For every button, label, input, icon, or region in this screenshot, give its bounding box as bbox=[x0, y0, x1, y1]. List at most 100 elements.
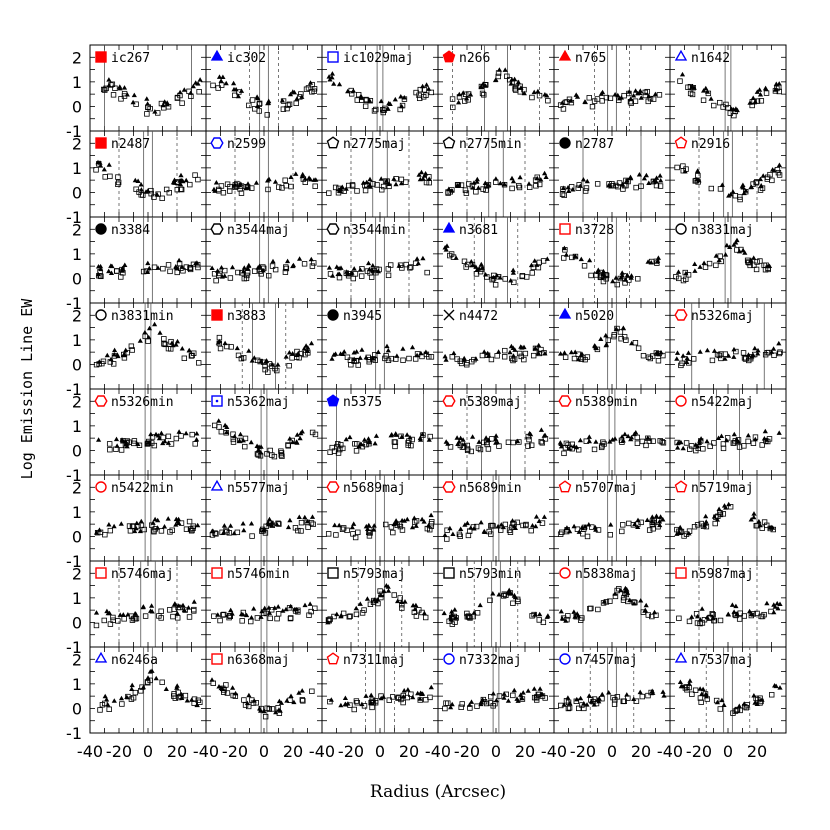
data-point-square bbox=[720, 445, 727, 452]
data-point-square bbox=[526, 436, 532, 443]
data-point-triangle bbox=[496, 592, 502, 597]
data-point-triangle bbox=[366, 439, 372, 445]
panel-n5689min: n5689min bbox=[437, 474, 555, 562]
data-point-triangle bbox=[147, 669, 153, 674]
data-point-triangle bbox=[509, 175, 515, 181]
data-point-triangle bbox=[453, 255, 459, 260]
data-point-triangle bbox=[645, 259, 651, 264]
data-point-triangle bbox=[140, 684, 146, 690]
data-point-triangle bbox=[674, 350, 681, 355]
panel-name: n7311maj bbox=[343, 653, 406, 668]
data-point-triangle bbox=[701, 260, 707, 265]
data-point-triangle bbox=[118, 521, 124, 526]
data-point-triangle bbox=[343, 702, 349, 707]
legend-marker-icon bbox=[558, 49, 572, 61]
legend-marker-icon bbox=[675, 223, 687, 235]
panel-name: n3831min bbox=[111, 309, 174, 324]
data-point-triangle bbox=[98, 163, 104, 168]
data-point-triangle bbox=[178, 691, 185, 697]
data-point-triangle bbox=[559, 100, 565, 105]
data-point-square bbox=[480, 696, 487, 703]
data-point-triangle bbox=[510, 178, 517, 184]
data-point-triangle bbox=[106, 162, 112, 167]
data-point-triangle bbox=[526, 181, 532, 186]
data-point-square bbox=[107, 173, 113, 180]
data-point-square bbox=[283, 182, 289, 189]
data-point-triangle bbox=[456, 91, 462, 97]
data-point-triangle bbox=[494, 439, 500, 445]
panel-n3945: n3945 bbox=[321, 302, 439, 390]
data-point-triangle bbox=[326, 74, 332, 79]
data-point-square bbox=[267, 615, 273, 622]
data-point-square bbox=[241, 355, 247, 361]
data-point-triangle bbox=[776, 430, 782, 435]
data-point-square bbox=[159, 679, 165, 685]
x-tick-label: 20 bbox=[747, 742, 767, 761]
data-point-square bbox=[195, 264, 201, 271]
data-point-square bbox=[450, 104, 456, 111]
data-point-square bbox=[483, 187, 489, 193]
data-point-square bbox=[650, 438, 656, 444]
data-point-triangle bbox=[399, 103, 405, 109]
data-point-square bbox=[346, 182, 352, 189]
data-point-triangle bbox=[183, 177, 189, 183]
data-point-triangle bbox=[383, 178, 390, 183]
data-point-triangle bbox=[261, 527, 267, 532]
y-tick-label: 2 bbox=[72, 220, 82, 239]
data-point-triangle bbox=[144, 269, 151, 274]
data-point-triangle bbox=[309, 514, 316, 519]
data-point-square bbox=[512, 87, 519, 93]
data-point-square bbox=[158, 608, 164, 614]
data-point-triangle bbox=[423, 349, 429, 354]
data-point-square bbox=[215, 85, 221, 91]
data-point-triangle bbox=[740, 247, 746, 253]
panel-name: n7537maj bbox=[691, 653, 754, 668]
data-point-triangle bbox=[283, 606, 289, 612]
data-point-triangle bbox=[478, 519, 484, 525]
data-point-square bbox=[623, 337, 629, 343]
data-point-triangle bbox=[731, 242, 737, 247]
data-point-triangle bbox=[328, 697, 334, 702]
x-axis-label: Radius (Arcsec) bbox=[370, 782, 506, 802]
data-point-square bbox=[223, 682, 229, 688]
legend-marker-icon bbox=[674, 651, 688, 663]
data-point-square bbox=[447, 252, 453, 259]
legend-marker-icon bbox=[558, 395, 572, 407]
data-point-triangle bbox=[574, 94, 581, 99]
data-point-triangle bbox=[95, 271, 101, 277]
data-point-square bbox=[99, 702, 106, 708]
data-point-triangle bbox=[716, 257, 722, 263]
data-point-triangle bbox=[631, 601, 637, 606]
data-point-triangle bbox=[538, 427, 544, 432]
data-point-square bbox=[309, 688, 315, 694]
y-axis-label: Log Emission Line EW bbox=[18, 298, 36, 480]
data-point-square bbox=[755, 696, 761, 703]
data-point-square bbox=[408, 691, 414, 697]
y-tick-label: -1 bbox=[66, 724, 82, 743]
data-point-square bbox=[230, 431, 236, 437]
data-point-square bbox=[292, 525, 299, 531]
data-point-triangle bbox=[481, 349, 487, 354]
data-point-triangle bbox=[528, 262, 535, 268]
data-point-triangle bbox=[280, 608, 286, 613]
data-point-square bbox=[584, 533, 591, 540]
data-point-triangle bbox=[307, 601, 313, 606]
data-point-square bbox=[133, 186, 139, 192]
data-point-square bbox=[417, 86, 423, 93]
data-point-square bbox=[235, 352, 242, 359]
data-point-triangle bbox=[350, 88, 356, 93]
data-point-square bbox=[483, 439, 490, 446]
data-point-square bbox=[458, 704, 464, 711]
data-point-square bbox=[691, 524, 698, 530]
data-point-triangle bbox=[336, 81, 343, 87]
data-point-square bbox=[459, 444, 466, 450]
data-point-square bbox=[354, 700, 360, 706]
data-point-triangle bbox=[443, 247, 449, 252]
data-point-triangle bbox=[563, 252, 569, 257]
data-point-square bbox=[717, 253, 723, 259]
y-tick-label: 2 bbox=[72, 306, 82, 325]
data-point-triangle bbox=[622, 431, 628, 437]
data-point-square bbox=[730, 710, 736, 716]
data-point-triangle bbox=[442, 532, 448, 537]
data-point-triangle bbox=[537, 611, 543, 617]
